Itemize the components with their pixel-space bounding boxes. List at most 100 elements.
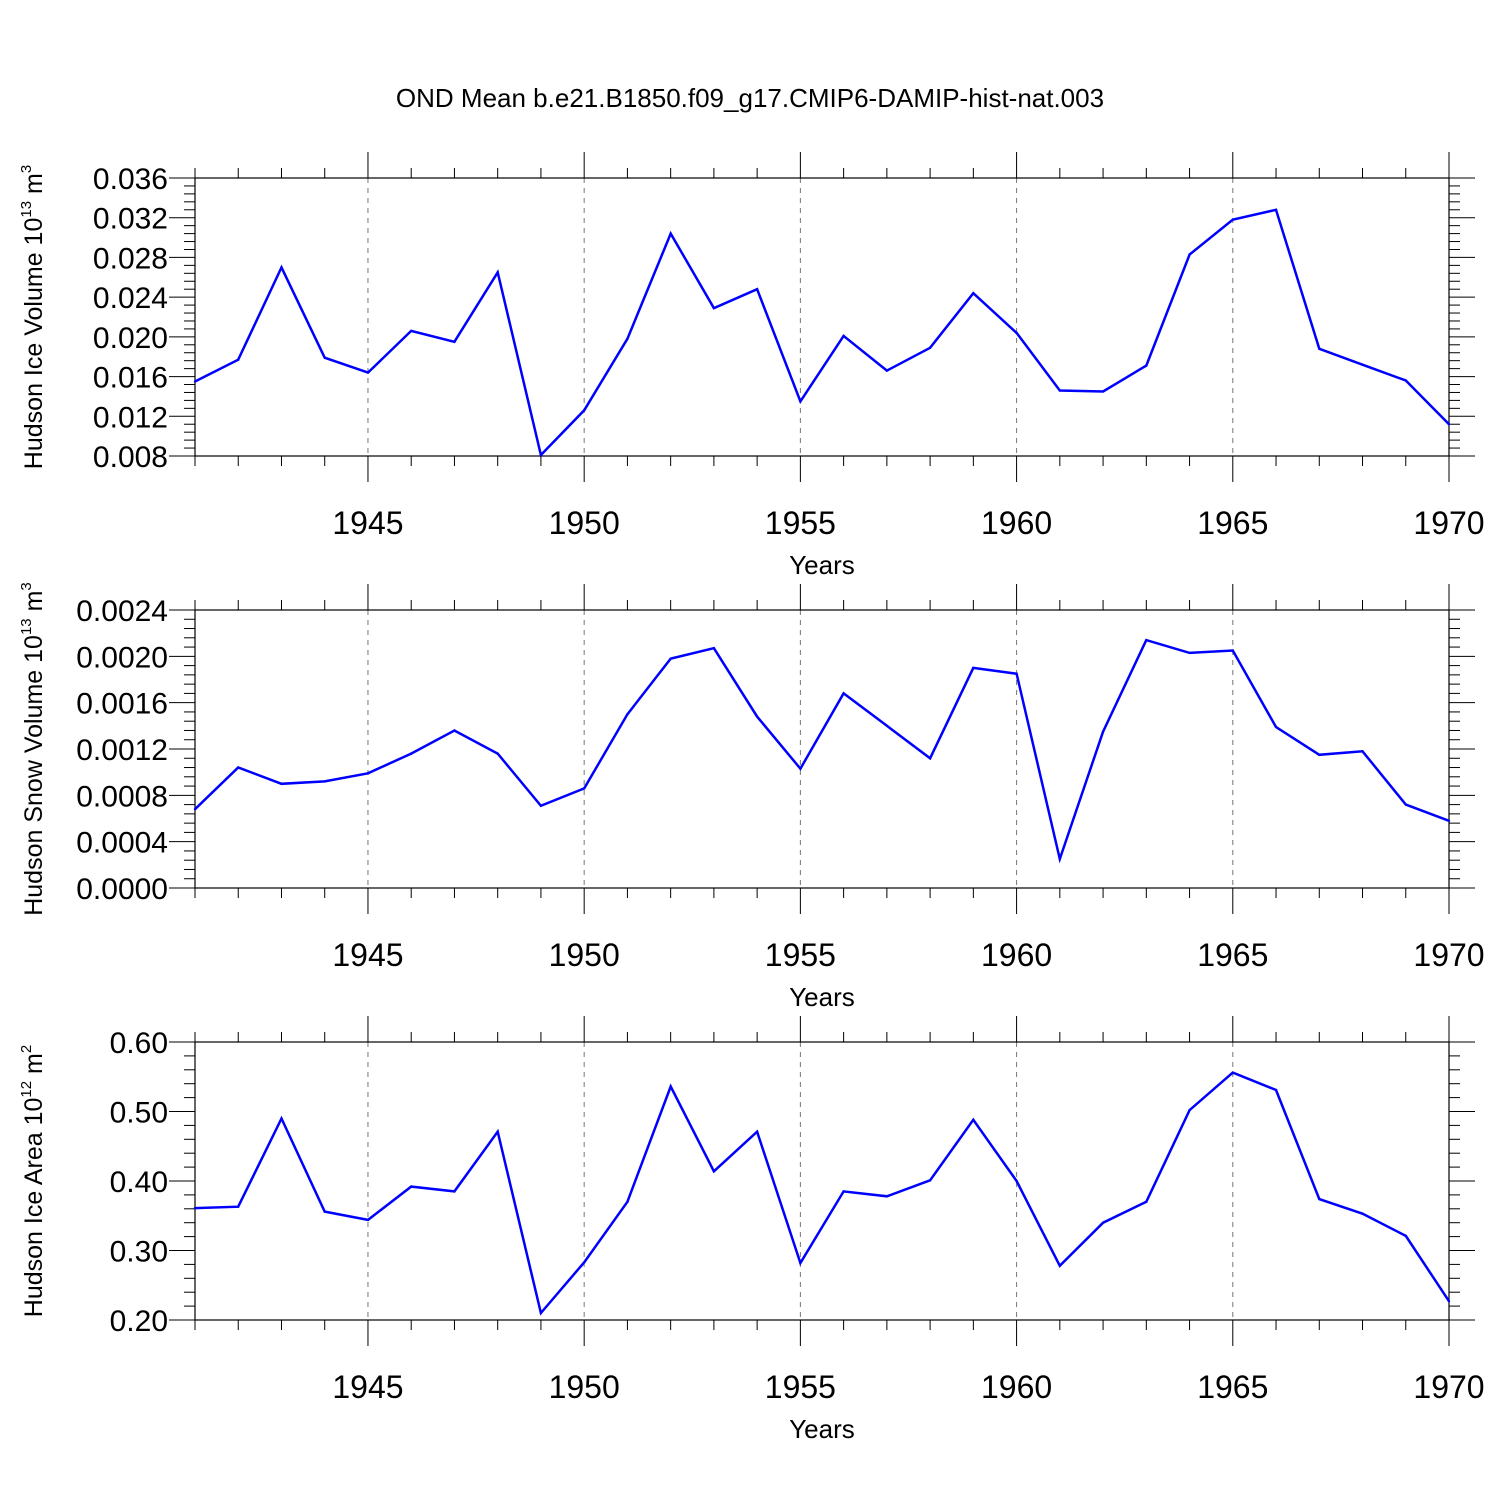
data-point [626,713,629,716]
y-axis-label: Hudson Ice Area 1012 m2 [18,1045,48,1317]
data-point [193,1206,197,1210]
data-point [1015,331,1018,335]
x-tick-label: 1960 [981,1369,1052,1405]
data-point [1231,649,1234,652]
x-tick-label: 1965 [1197,937,1268,973]
y-axis-label: Hudson Ice Volume 1013 m3 [18,165,48,469]
x-tick-label: 1950 [549,937,620,973]
plot-frame [194,177,1450,457]
series-line-ice-area [194,1071,1451,1316]
data-point [1404,379,1407,382]
data-point [712,1170,716,1173]
data-point [582,409,586,412]
data-point [885,1195,889,1198]
data-point [842,334,845,338]
data-point [410,329,413,333]
data-point [1447,819,1451,823]
data-point [1188,253,1191,256]
data-point [1361,363,1364,366]
series-line-snow-volume [194,638,1450,864]
data-point [280,782,283,785]
plot-frame [194,1041,1450,1321]
data-point [1231,218,1234,221]
data-point [669,657,672,660]
data-point [842,692,845,695]
data-point [972,1118,975,1122]
data-point [972,666,975,670]
data-point [1231,1071,1234,1074]
data-point [1058,1264,1062,1267]
x-axis-label: Years [789,1414,855,1444]
data-point [1058,389,1062,392]
data-point [237,766,240,769]
data-point [1188,651,1191,655]
data-point [1447,423,1451,426]
y-tick-label: 0.40 [110,1166,168,1199]
y-tick-label: 0.20 [110,1305,168,1338]
x-tick-label: 1970 [1413,1369,1484,1405]
data-point [1015,672,1018,675]
data-point [1361,750,1364,753]
data-point [755,1130,759,1133]
data-point [496,271,499,274]
data-point [323,780,326,783]
data-point [885,724,889,728]
data-point [1274,1088,1278,1092]
data-point [712,647,716,650]
data-point [323,356,326,359]
x-axis-label: Years [789,550,855,580]
data-point [928,1179,932,1182]
data-point [972,291,975,295]
x-axis-label: Years [789,982,855,1012]
data-point [453,729,456,732]
y-tick-label: 0.60 [110,1027,168,1060]
data-point [410,1185,413,1188]
y-tick-label: 0.028 [93,242,168,275]
y-tick-label: 0.0016 [76,688,168,721]
data-point [1447,1300,1451,1303]
data-point [928,757,932,760]
data-point [1058,857,1062,861]
data-point [1015,1179,1018,1183]
data-point [193,380,197,383]
y-tick-label: 0.024 [93,282,168,315]
y-tick-label: 0.008 [93,441,168,474]
data-point [1101,390,1105,393]
data-point [669,1085,672,1088]
y-tick-label: 0.012 [93,401,168,434]
x-tick-label: 1960 [981,505,1052,541]
panel-ice-area: 0.20 0.30 0.40 0.50 0.60 1945 1950 1955 1960 1965… [18,1016,1485,1444]
data-point [626,1200,629,1204]
data-point [1404,803,1407,806]
x-tick-label: 1945 [332,937,403,973]
data-point [799,400,802,403]
y-tick-label: 0.016 [93,362,168,395]
data-point [1101,730,1105,733]
y-tick-label: 0.0024 [76,595,168,628]
data-point [496,752,499,755]
data-point [755,715,759,718]
y-tick-label: 0.0000 [76,873,168,906]
data-point [366,371,370,374]
data-point [799,767,802,770]
y-tick-label: 0.0004 [76,827,168,860]
data-point [539,453,543,457]
x-tick-label: 1950 [549,505,620,541]
data-point [366,1218,370,1222]
data-point [582,1261,586,1264]
y-tick-label: 0.020 [93,322,168,355]
y-tick-label: 0.30 [110,1236,168,1269]
data-point [496,1130,499,1133]
y-tick-label: 0.0008 [76,780,168,813]
data-point [1101,1221,1105,1224]
data-point [1318,347,1321,350]
data-point [237,358,240,361]
data-point [453,340,456,344]
data-point [885,369,889,372]
data-point [1274,208,1278,211]
y-axis-label: Hudson Snow Volume 1013 m3 [18,582,48,916]
data-point [1188,1108,1191,1112]
data-point [237,1205,240,1208]
plot-frame [194,609,1450,889]
